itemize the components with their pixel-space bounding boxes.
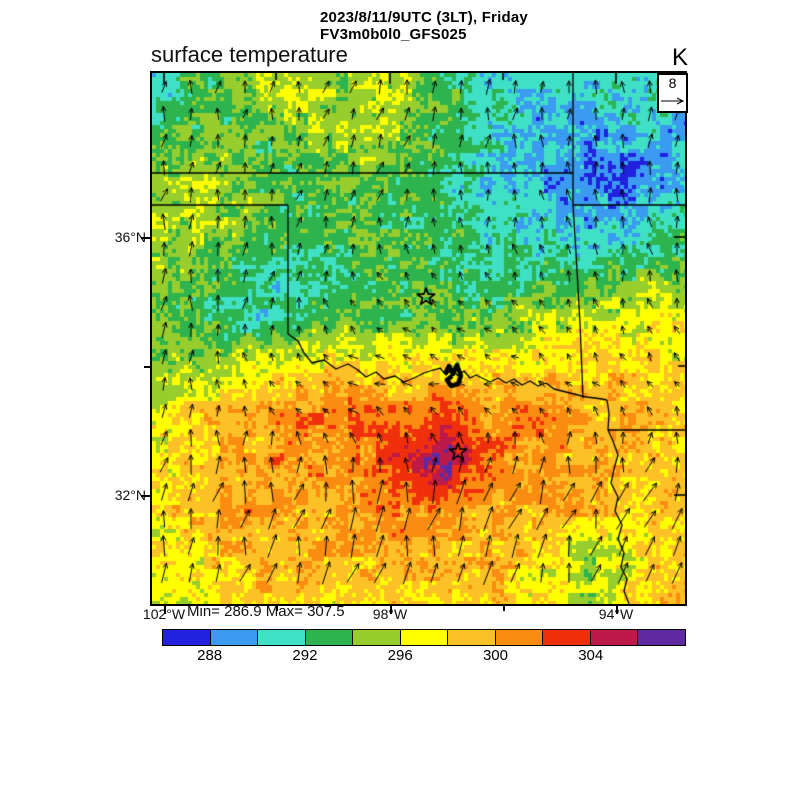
colorbar-tick-label: 300 <box>482 647 508 664</box>
wind-reference-value: 8 <box>668 75 677 91</box>
axis-tick <box>164 606 166 614</box>
colorbar-tick-label: 296 <box>387 647 413 664</box>
lon-label-98w: 98°W <box>372 606 408 622</box>
axis-tick <box>616 606 618 614</box>
colorbar-segment <box>352 629 401 646</box>
colorbar-tick-label: 292 <box>292 647 318 664</box>
colorbar-segment <box>209 629 259 646</box>
colorbar-segment <box>494 629 544 646</box>
colorbar-segment <box>304 629 354 646</box>
lat-label-32n: 32°N <box>114 487 146 503</box>
colorbar-segment <box>637 629 687 646</box>
colorbar-segment <box>162 629 211 646</box>
wind-reference-arrow-icon <box>661 97 685 105</box>
header-datetime: 2023/8/11/9UTC (3LT), Friday <box>320 9 528 26</box>
colorbar-tick-label: 288 <box>197 647 223 664</box>
lon-label-94w: 94°W <box>598 606 634 622</box>
axis-tick <box>144 366 150 368</box>
axis-tick <box>276 606 278 611</box>
colorbar-tick-label: 304 <box>578 647 604 664</box>
colorbar-segment <box>257 629 306 646</box>
temperature-map-canvas <box>152 73 685 604</box>
colorbar-segment <box>589 629 639 646</box>
axis-tick <box>503 606 505 611</box>
minmax-stats-label: Min= 286.9 Max= 307.5 <box>187 603 345 620</box>
unit-label: K <box>671 44 688 71</box>
header-model-name: FV3m0b0l0_GFS025 <box>320 26 467 43</box>
lat-label-36n: 36°N <box>114 229 146 245</box>
colorbar-segment <box>542 629 591 646</box>
axis-tick <box>141 237 150 239</box>
colorbar <box>162 629 687 646</box>
map-frame <box>150 71 687 606</box>
lon-label-102w: 102°W <box>142 606 186 622</box>
colorbar-segment <box>399 629 449 646</box>
colorbar-segment <box>447 629 496 646</box>
wind-reference-box: 8 <box>657 73 688 113</box>
plot-title: surface temperature <box>151 42 348 67</box>
axis-tick <box>390 606 392 614</box>
axis-tick <box>141 495 150 497</box>
